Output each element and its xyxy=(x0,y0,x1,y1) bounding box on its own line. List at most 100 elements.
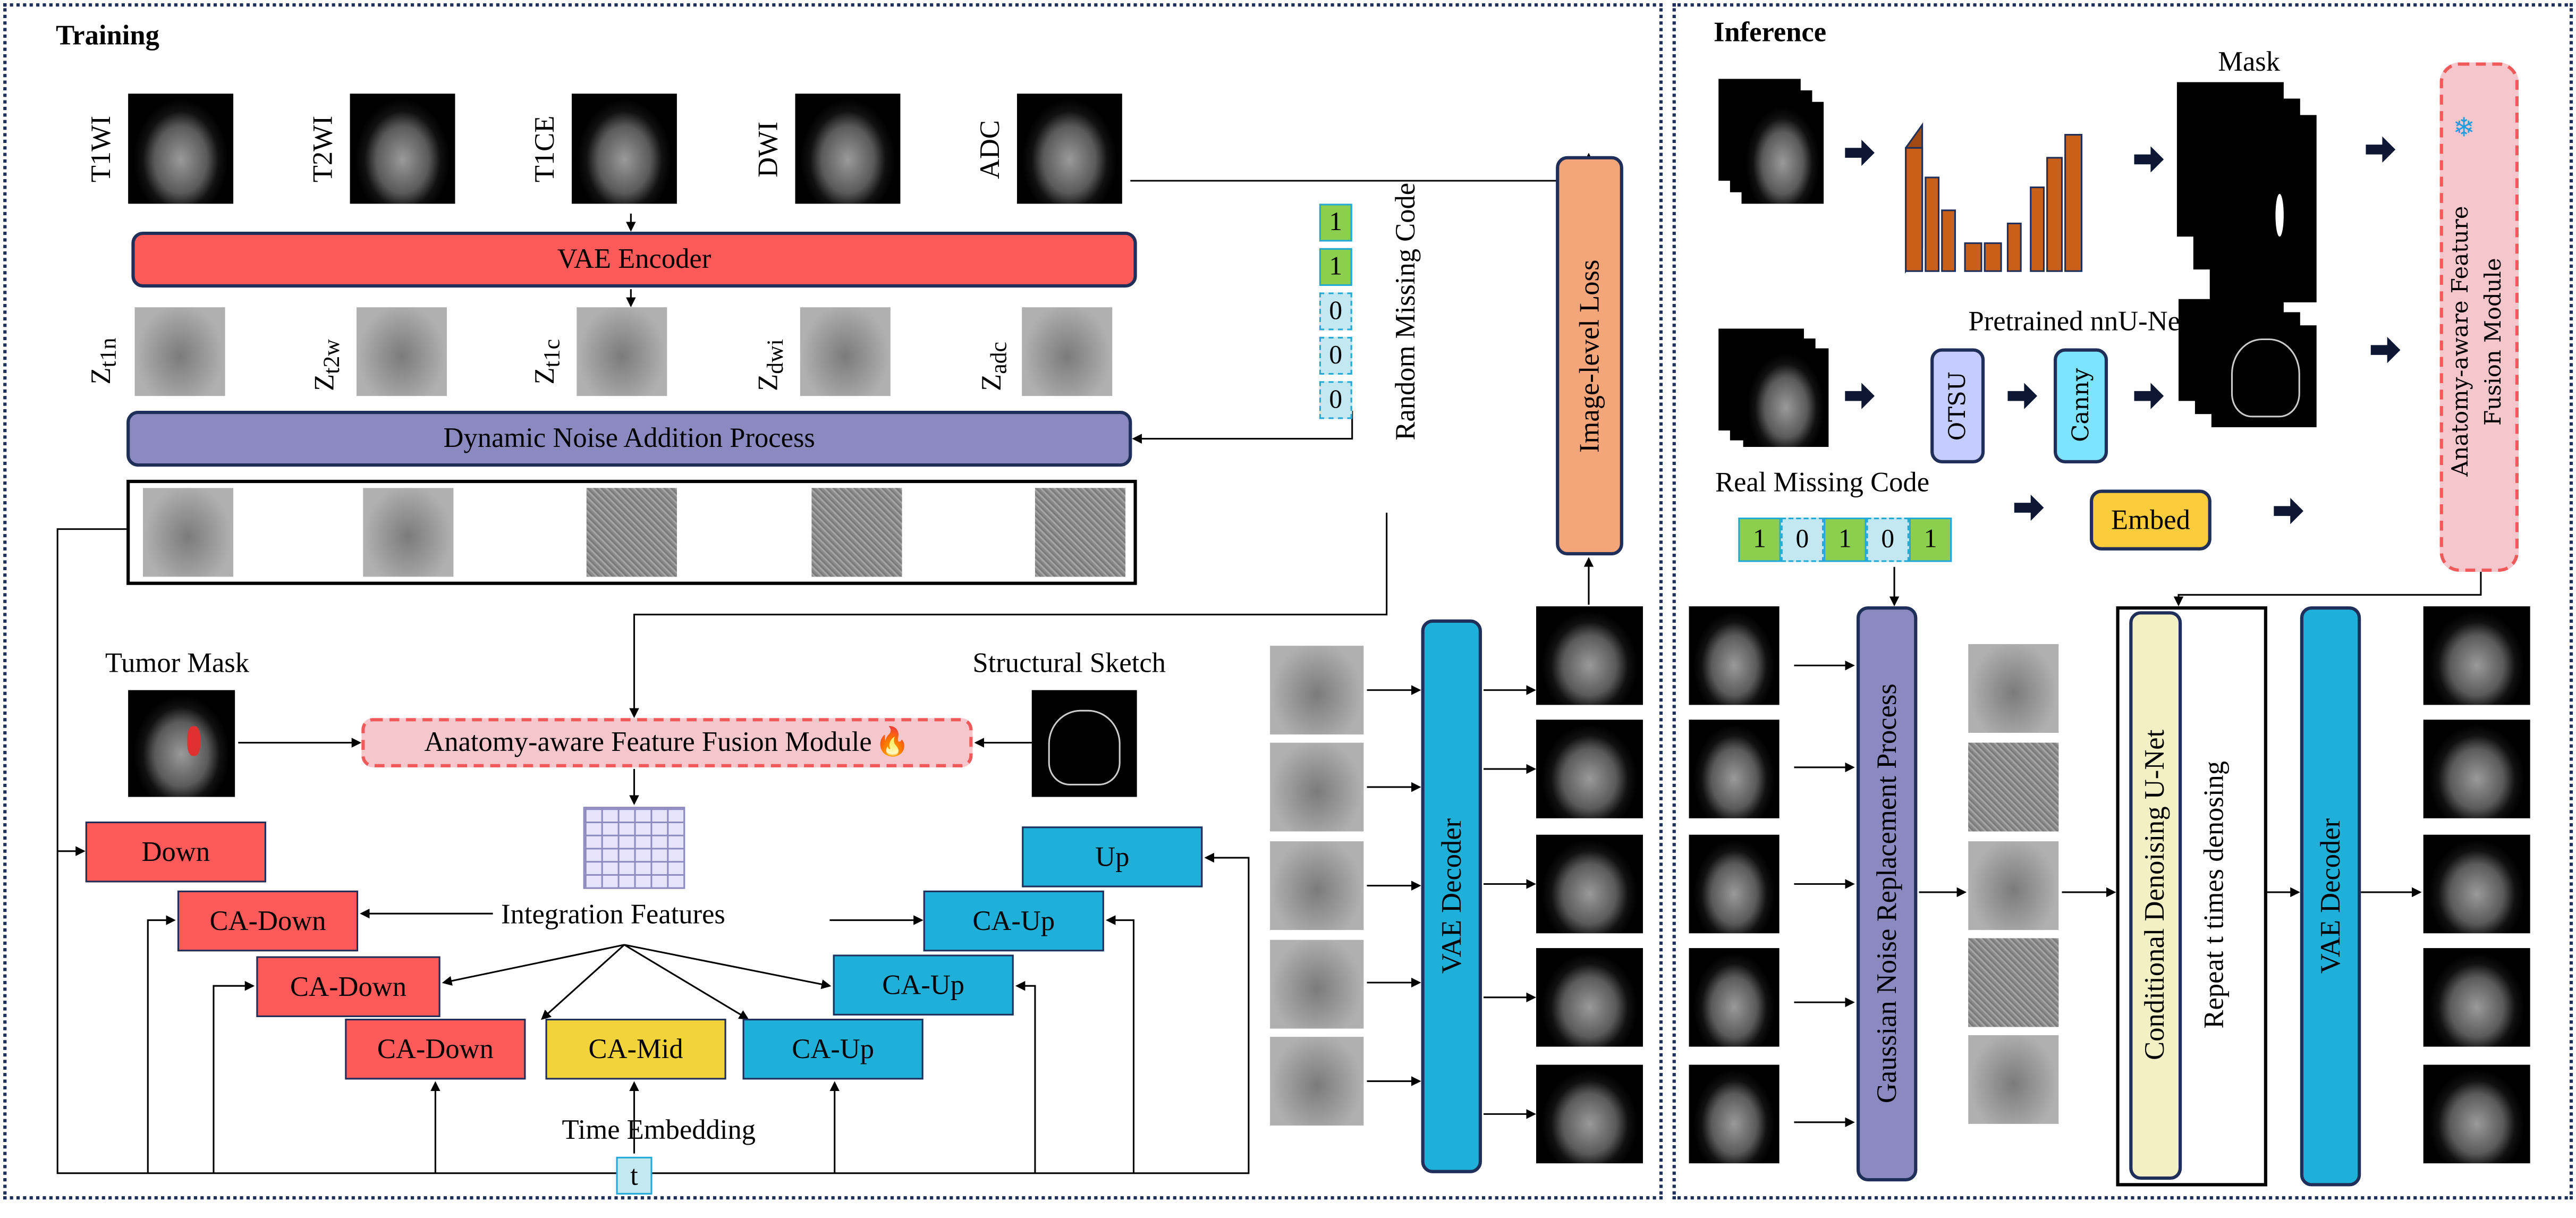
replaced-latent-3 xyxy=(1968,841,2059,931)
latent-image-adc xyxy=(1022,307,1113,396)
pretrained-nnunet-label: Pretrained nnU-Net❄ xyxy=(1968,306,2211,339)
mask-region xyxy=(2275,193,2284,237)
training-title: Training xyxy=(56,20,159,51)
ca-down-block-1: CA-Down xyxy=(177,890,359,952)
vae-encoder: VAE Encoder xyxy=(131,231,1137,288)
otsu-box: OTSU xyxy=(1930,348,1985,463)
down-block: Down xyxy=(85,822,266,883)
fusion-line1: Anatomy-aware Feature xyxy=(2448,206,2475,477)
sketch-label: Sketch xyxy=(2223,264,2299,296)
real-code-cell: 1 xyxy=(1824,517,1867,562)
real-code-cell: 0 xyxy=(1781,517,1824,562)
inference-input-1 xyxy=(1689,606,1780,705)
inference-title: Inference xyxy=(1713,16,1827,48)
replaced-latent-1 xyxy=(1968,644,2059,733)
decoder-input-5 xyxy=(1270,1037,1364,1126)
mri-image-adc xyxy=(1016,94,1122,204)
random-code-cell: 0 xyxy=(1319,336,1352,375)
ca-mid-block: CA-Mid xyxy=(545,1019,726,1080)
ca-up-block-3: CA-Up xyxy=(742,1019,923,1080)
integration-features-grid xyxy=(583,807,685,889)
output-t1wi xyxy=(2423,606,2530,705)
real-missing-code-label: Real Missing Code xyxy=(1715,467,1930,498)
decoder-input-1 xyxy=(1270,646,1364,735)
ca-up-block-1: CA-Up xyxy=(923,890,1104,952)
reconstructed-adc xyxy=(1536,1064,1643,1164)
decoder-input-4 xyxy=(1270,940,1364,1029)
mri-image-t2wi xyxy=(350,94,455,204)
reconstructed-t2wi xyxy=(1536,720,1643,818)
fire-icon: 🔥 xyxy=(875,726,910,758)
ca-down-block-3: CA-Down xyxy=(345,1019,526,1080)
real-code-cell: 1 xyxy=(1909,517,1952,562)
reconstructed-t1ce xyxy=(1536,834,1643,934)
noised-latent-3 xyxy=(586,488,677,577)
noised-latent-2 xyxy=(363,488,454,577)
repeat-denoising-label: Repeat t times denosing xyxy=(2198,762,2230,1029)
tumor-region xyxy=(187,726,201,756)
structural-sketch-image xyxy=(1031,690,1137,797)
random-code-cell: 1 xyxy=(1319,248,1352,286)
input-stack-2 xyxy=(1743,348,1829,447)
vae-decoder-inference: VAE Decoder xyxy=(2300,606,2361,1187)
mri-image-t1ce xyxy=(572,94,677,204)
random-code-cell: 1 xyxy=(1319,204,1352,242)
inference-input-5 xyxy=(1689,1064,1780,1164)
ca-down-block-2: CA-Down xyxy=(256,956,440,1017)
timestep-box: t xyxy=(616,1156,653,1195)
latent-image-t1n xyxy=(134,307,225,396)
mask-label: Mask xyxy=(2218,46,2281,78)
replaced-latent-2 xyxy=(1968,742,2059,832)
inference-input-4 xyxy=(1689,948,1780,1047)
reconstructed-dwi xyxy=(1536,948,1643,1047)
replaced-latent-4 xyxy=(1968,938,2059,1027)
canny-box: Canny xyxy=(2054,348,2108,463)
latent-image-dwi xyxy=(800,307,891,396)
noised-latents-box xyxy=(126,479,1137,585)
tumor-mask-label: Tumor Mask xyxy=(105,647,250,679)
integration-features-label: Integration Features xyxy=(501,899,725,931)
noised-latent-1 xyxy=(143,488,234,577)
denoising-loop-box xyxy=(2116,606,2267,1187)
training-panel xyxy=(3,3,1663,1200)
embed-box: Embed xyxy=(2090,489,2211,551)
latent-image-t2w xyxy=(356,307,447,396)
snowflake-icon: ❄ xyxy=(2453,115,2475,143)
bold-arrow-icons xyxy=(1845,136,2401,525)
inference-input-2 xyxy=(1689,720,1780,818)
sketch-stack xyxy=(2211,325,2317,427)
ca-up-block-2: CA-Up xyxy=(833,954,1014,1016)
inference-input-3 xyxy=(1689,834,1780,934)
dynamic-noise-addition: Dynamic Noise Addition Process xyxy=(126,411,1132,467)
mri-image-dwi xyxy=(795,94,901,204)
structural-sketch-label: Structural Sketch xyxy=(972,647,1166,679)
fusion-line2: Fusion Module xyxy=(2480,258,2507,426)
output-t1ce xyxy=(2423,834,2530,934)
mri-image-t1wi xyxy=(128,94,234,204)
output-adc xyxy=(2423,1064,2530,1164)
mask-stack xyxy=(2209,115,2317,302)
real-code-cell: 1 xyxy=(1738,517,1781,562)
noised-latent-5 xyxy=(1035,488,1126,577)
time-embedding-label: Time Embedding xyxy=(562,1114,756,1146)
inference-panel xyxy=(1672,3,2573,1200)
output-dwi xyxy=(2423,948,2530,1047)
noised-latent-4 xyxy=(811,488,902,577)
real-code-cell: 0 xyxy=(1866,517,1909,562)
random-code-cell: 0 xyxy=(1319,292,1352,331)
tumor-mask-image xyxy=(128,690,235,797)
replaced-latent-5 xyxy=(1968,1035,2059,1124)
reconstructed-t1wi xyxy=(1536,606,1643,705)
up-block: Up xyxy=(1022,826,1203,887)
anatomy-aware-fusion-module: Anatomy-aware Feature Fusion Module 🔥 xyxy=(361,718,973,767)
decoder-input-3 xyxy=(1270,841,1364,931)
random-code-cell: 0 xyxy=(1319,381,1352,419)
anatomy-aware-fusion-module-inference: ❄ Anatomy-aware Feature Fusion Module xyxy=(2439,62,2519,572)
conditional-denoising-unet: Conditional Denoising U-Net xyxy=(2129,611,2182,1180)
gaussian-noise-replacement: Gaussian Noise Replacement Process xyxy=(1856,606,1918,1182)
latent-image-t1c xyxy=(577,307,667,396)
vae-decoder-training: VAE Decoder xyxy=(1421,619,1482,1173)
input-stack-1 xyxy=(1741,102,1824,204)
